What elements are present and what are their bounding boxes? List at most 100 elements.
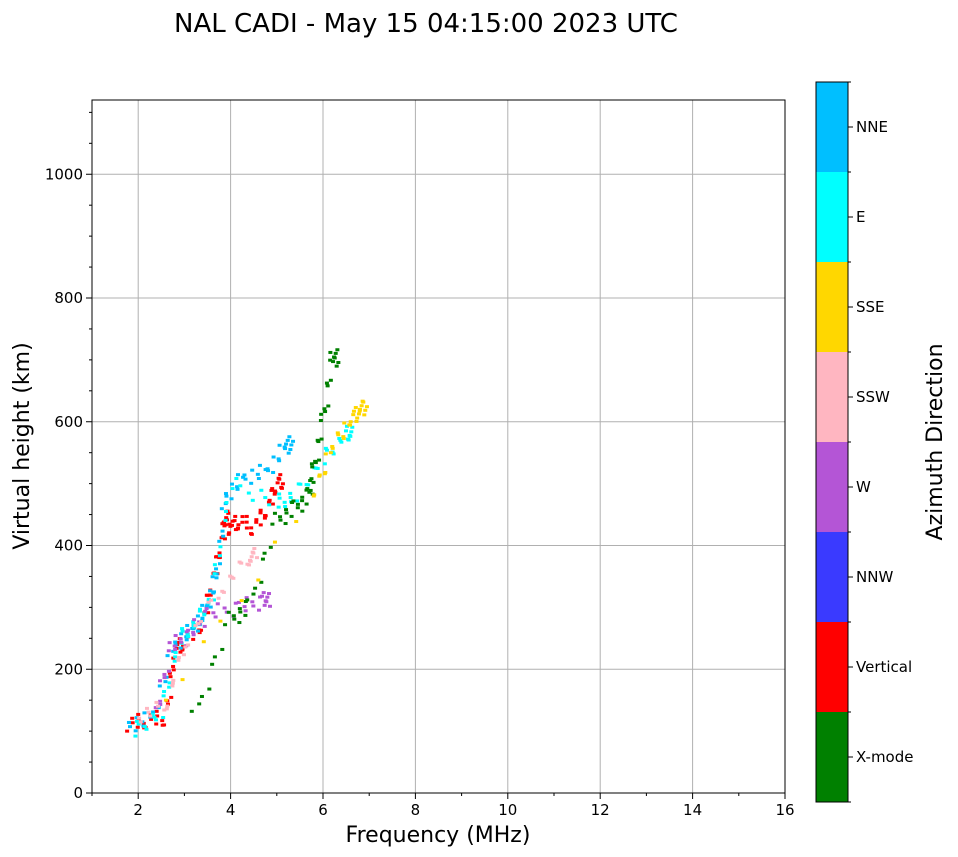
echo-mark	[204, 604, 209, 608]
echo-mark	[197, 631, 202, 635]
echo-mark	[162, 723, 167, 727]
echo-mark	[144, 727, 149, 731]
echo-mark	[153, 706, 158, 710]
echo-mark	[323, 446, 328, 450]
echo-mark	[138, 720, 143, 724]
echo-mark	[328, 358, 333, 362]
echo-mark	[163, 698, 168, 702]
echo-mark	[349, 430, 354, 434]
echo-mark	[239, 561, 244, 565]
echo-mark	[155, 714, 160, 718]
echo-mark	[226, 511, 231, 515]
echo-mark	[288, 496, 293, 500]
echo-mark	[137, 716, 142, 720]
echo-mark	[206, 597, 211, 601]
echo-mark	[197, 607, 202, 611]
echo-mark	[339, 440, 344, 444]
echo-mark	[267, 498, 272, 502]
echo-mark	[235, 473, 240, 477]
echo-mark	[153, 718, 158, 722]
echo-mark	[295, 499, 300, 503]
echo-mark	[336, 361, 341, 365]
echo-mark	[304, 502, 309, 506]
echo-mark	[227, 522, 232, 526]
echo-mark	[226, 532, 231, 536]
chart-title: NAL CADI - May 15 04:15:00 2023 UTC	[174, 9, 678, 39]
trace-sse	[163, 399, 369, 702]
echo-mark	[214, 576, 219, 580]
echo-mark	[184, 638, 189, 642]
echo-mark	[272, 511, 277, 515]
echo-mark	[171, 649, 176, 653]
echo-mark	[235, 487, 240, 491]
echo-mark	[135, 719, 140, 723]
echo-mark	[260, 594, 265, 598]
echo-mark	[344, 424, 349, 428]
echo-mark	[232, 519, 237, 523]
colorbar-label-nne: NNE	[856, 118, 888, 136]
x-tick-label-8: 8	[411, 801, 421, 819]
echo-mark	[202, 624, 207, 628]
echo-mark	[217, 554, 222, 558]
echo-mark	[178, 650, 183, 654]
echo-mark	[260, 557, 265, 561]
echo-mark	[230, 487, 235, 491]
echo-mark	[223, 623, 228, 627]
y-tick-label-0: 0	[73, 784, 83, 802]
echo-mark	[166, 669, 171, 673]
echo-mark	[206, 600, 211, 604]
echo-mark	[334, 364, 339, 368]
echo-mark	[235, 526, 240, 530]
echo-mark	[259, 488, 264, 492]
echo-mark	[256, 477, 261, 481]
data-marks	[125, 348, 369, 738]
x-axis-label: Frequency (MHz)	[346, 823, 531, 848]
echo-mark	[161, 694, 166, 698]
echo-mark	[148, 714, 153, 718]
echo-mark	[280, 482, 285, 486]
echo-mark	[243, 599, 248, 603]
echo-mark	[277, 443, 282, 447]
x-tick-label-4: 4	[226, 801, 236, 819]
echo-mark	[317, 458, 322, 462]
echo-mark	[150, 713, 155, 717]
echo-mark	[234, 477, 239, 481]
echo-mark	[162, 708, 167, 712]
echo-mark	[162, 676, 167, 680]
echo-mark	[362, 413, 367, 417]
echo-mark	[336, 433, 341, 437]
colorbar-segment-w	[816, 442, 848, 532]
echo-mark	[263, 496, 268, 500]
y-tick-label-200: 200	[54, 660, 83, 678]
echo-mark	[324, 381, 329, 385]
echo-mark	[212, 655, 217, 659]
echo-mark	[294, 520, 299, 524]
echo-mark	[337, 436, 342, 440]
echo-mark	[222, 606, 227, 610]
echo-mark	[165, 702, 170, 706]
echo-mark	[313, 459, 318, 463]
echo-mark	[348, 423, 353, 427]
echo-mark	[308, 479, 313, 483]
echo-mark	[189, 709, 194, 713]
echo-mark	[142, 711, 147, 715]
echo-mark	[252, 547, 257, 551]
echo-mark	[178, 646, 183, 650]
colorbar-segment-x-mode	[816, 712, 848, 802]
echo-mark	[338, 438, 343, 442]
echo-mark	[310, 465, 315, 469]
echo-mark	[243, 477, 248, 481]
echo-mark	[240, 520, 245, 524]
echo-mark	[286, 451, 291, 455]
echo-mark	[199, 694, 204, 698]
echo-mark	[326, 404, 331, 408]
echo-mark	[231, 614, 236, 618]
echo-mark	[300, 509, 305, 513]
echo-mark	[191, 637, 196, 641]
echo-mark	[193, 624, 198, 628]
echo-mark	[154, 722, 159, 726]
echo-mark	[178, 637, 183, 641]
echo-mark	[357, 407, 362, 411]
echo-mark	[184, 630, 189, 634]
echo-mark	[277, 496, 282, 500]
